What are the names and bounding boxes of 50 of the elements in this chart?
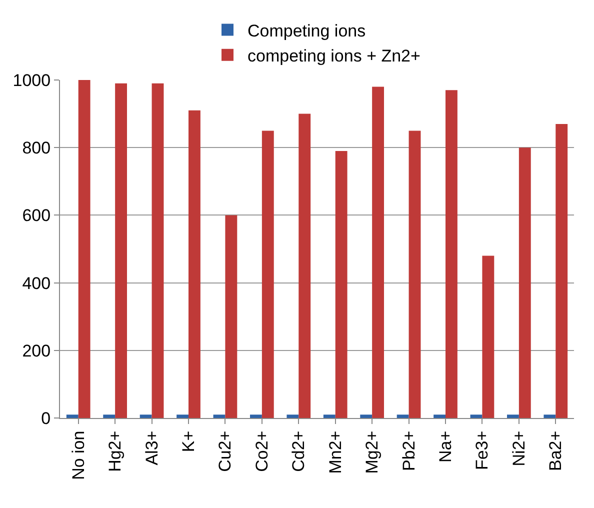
bar (66, 414, 78, 418)
bar (372, 86, 384, 418)
x-tick-label: Pb2+ (399, 430, 418, 471)
bar (103, 414, 116, 418)
bar (434, 414, 446, 418)
bar (262, 130, 274, 418)
x-tick-label: Na+ (436, 430, 456, 462)
bar (518, 148, 531, 418)
bar (298, 114, 311, 418)
bar (152, 83, 164, 418)
bar (446, 90, 458, 418)
bar (556, 124, 568, 418)
x-tick-label: Hg2+ (106, 430, 125, 472)
bar (213, 414, 226, 418)
x-tick-label: Cu2+ (216, 430, 235, 472)
x-tick-label: Mg2+ (362, 430, 382, 474)
bar (482, 256, 494, 418)
x-tick-label: Fe3+ (472, 430, 492, 470)
x-tick-label: Al3+ (142, 430, 162, 466)
bar (286, 414, 299, 418)
y-tick-label: 200 (22, 341, 51, 360)
bar (408, 130, 421, 418)
x-tick-label: K+ (179, 430, 198, 452)
bar (188, 110, 200, 418)
bar (323, 414, 336, 418)
bar (78, 80, 90, 418)
y-tick-label: 800 (22, 138, 51, 158)
bar (360, 414, 372, 418)
y-tick-label: 0 (41, 408, 51, 428)
x-tick-label: Ni2+ (509, 430, 528, 466)
legend-label: Competing ions (248, 21, 366, 40)
bar (176, 414, 188, 418)
y-tick-label: 600 (22, 206, 51, 226)
y-tick-label: 1000 (12, 70, 51, 90)
bar (544, 414, 556, 418)
bar (507, 414, 519, 418)
bar (225, 215, 238, 418)
x-tick-label: Mn2+ (326, 430, 345, 474)
bar (250, 414, 262, 418)
bar (140, 414, 152, 418)
bar (396, 414, 409, 418)
y-tick-label: 400 (22, 274, 51, 293)
x-tick-label: Ba2+ (546, 430, 566, 471)
x-tick-label: Cd2+ (289, 430, 308, 472)
bar (470, 414, 482, 418)
bar (335, 150, 348, 418)
bar (115, 83, 127, 418)
legend-label: competing ions + Zn2+ (248, 46, 421, 66)
x-tick-label: Co2+ (252, 430, 272, 472)
x-tick-label: No ion (68, 430, 88, 480)
